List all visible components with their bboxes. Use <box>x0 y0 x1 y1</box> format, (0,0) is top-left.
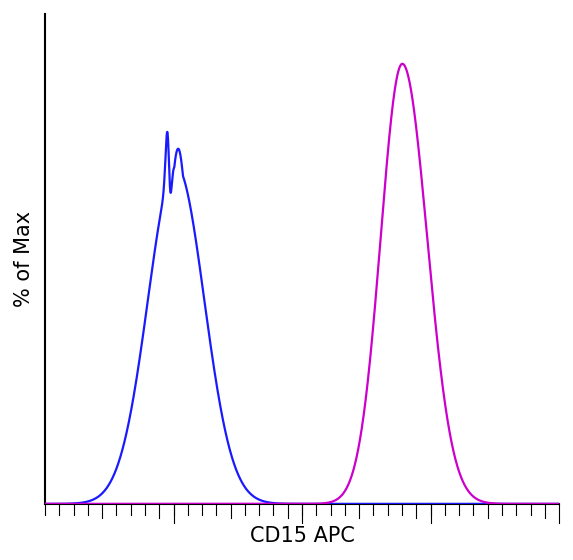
Y-axis label: % of Max: % of Max <box>14 211 34 307</box>
X-axis label: CD15 APC: CD15 APC <box>250 526 355 546</box>
